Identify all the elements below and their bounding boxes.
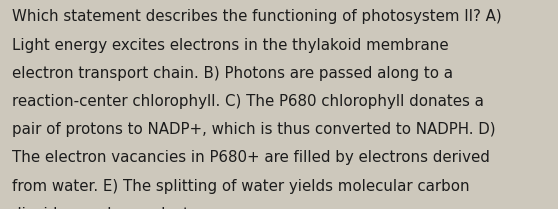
Text: electron transport chain. B) Photons are passed along to a: electron transport chain. B) Photons are…: [12, 66, 453, 81]
Text: Light energy excites electrons in the thylakoid membrane: Light energy excites electrons in the th…: [12, 38, 449, 53]
Text: Which statement describes the functioning of photosystem II? A): Which statement describes the functionin…: [12, 9, 502, 24]
Text: from water. E) The splitting of water yields molecular carbon: from water. E) The splitting of water yi…: [12, 179, 470, 194]
Text: reaction-center chlorophyll. C) The P680 chlorophyll donates a: reaction-center chlorophyll. C) The P680…: [12, 94, 484, 109]
Text: pair of protons to NADP+, which is thus converted to NADPH. D): pair of protons to NADP+, which is thus …: [12, 122, 496, 137]
Text: dioxide as a by-product.: dioxide as a by-product.: [12, 207, 194, 209]
Text: The electron vacancies in P680+ are filled by electrons derived: The electron vacancies in P680+ are fill…: [12, 150, 490, 166]
